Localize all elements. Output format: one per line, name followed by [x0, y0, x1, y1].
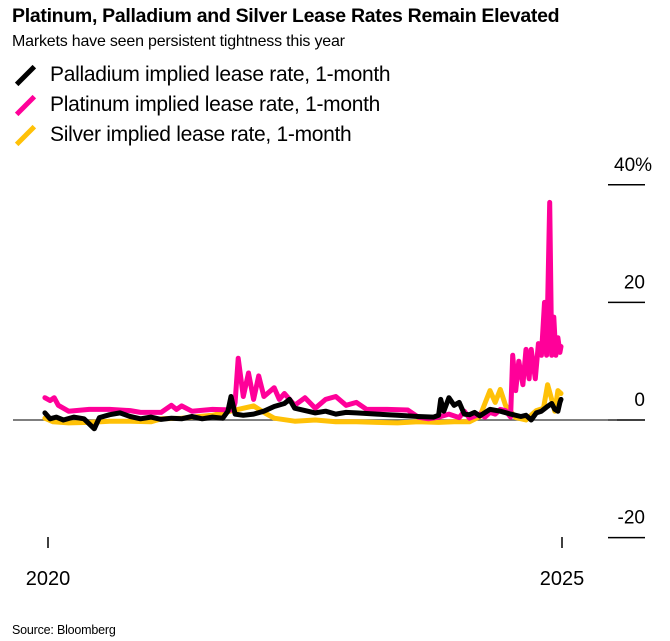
chart-title: Platinum, Palladium and Silver Lease Rat… — [12, 5, 560, 27]
x-tick-label: 2020 — [26, 568, 71, 590]
chart-subtitle: Markets have seen persistent tightness t… — [12, 33, 345, 50]
legend: Palladium implied lease rate, 1-month Pl… — [12, 60, 391, 150]
legend-label: Platinum implied lease rate, 1-month — [50, 93, 381, 116]
y-tick-label: 20 — [624, 272, 645, 293]
legend-item-palladium: Palladium implied lease rate, 1-month — [12, 60, 391, 90]
legend-label: Silver implied lease rate, 1-month — [50, 123, 352, 146]
y-tick-label: 0 — [634, 390, 645, 411]
legend-item-silver: Silver implied lease rate, 1-month — [12, 120, 390, 150]
x-tick-label: 2025 — [540, 568, 585, 590]
series-line-palladium — [42, 394, 564, 432]
legend-label: Palladium implied lease rate, 1-month — [50, 63, 391, 86]
series-layer — [42, 199, 564, 432]
legend-item-platinum: Platinum implied lease rate, 1-month — [12, 90, 390, 120]
y-tick-label: 40% — [614, 155, 652, 176]
y-axis: 40% 20 0 -20 — [608, 155, 652, 539]
y-tick-label: -20 — [618, 508, 645, 529]
series-line-platinum — [42, 199, 564, 422]
x-axis: 2020 2025 — [26, 537, 585, 590]
source-note: Source: Bloomberg — [12, 623, 116, 637]
